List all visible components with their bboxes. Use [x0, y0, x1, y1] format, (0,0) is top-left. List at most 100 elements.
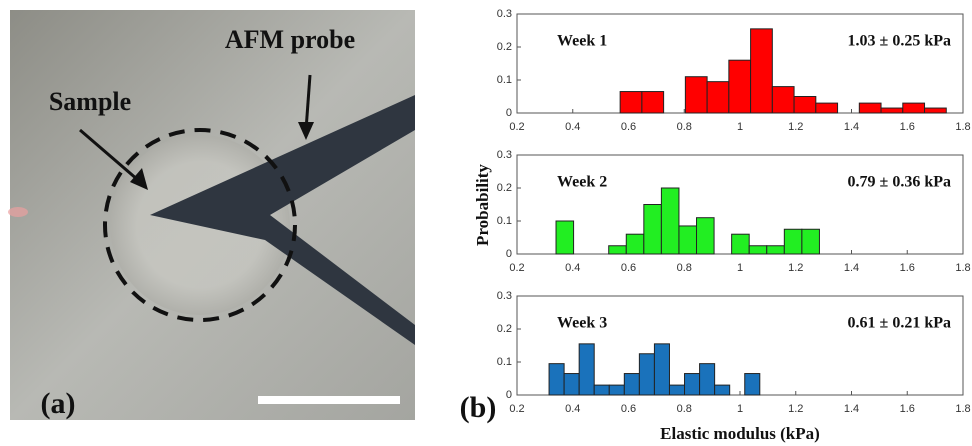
arrow [79, 128, 139, 182]
x-tick-label: 1.8 [955, 403, 970, 415]
scale-bar [258, 396, 400, 404]
probe [150, 95, 415, 345]
panel-label: (b) [460, 391, 497, 424]
y-axis-label: Probability [473, 164, 492, 246]
bar [668, 384, 686, 396]
bar [744, 373, 761, 396]
bar [619, 91, 643, 114]
x-tick-label: 0.2 [509, 403, 524, 415]
bar [714, 384, 731, 396]
chart-title: Week 3 [557, 315, 607, 332]
bar [684, 76, 708, 114]
x-tick-label: 0.4 [565, 403, 580, 415]
y-tick-label: 0.3 [497, 149, 512, 161]
bar [643, 204, 662, 255]
x-tick-label: 1.4 [844, 121, 859, 133]
annotation: 1.03 ± 0.25 kPa [848, 33, 951, 50]
y-tick-label: 0.2 [497, 41, 512, 53]
panel-label: (a) [41, 387, 76, 420]
x-tick-label: 0.8 [677, 262, 692, 274]
x-tick-label: 1.2 [788, 403, 803, 415]
y-tick-label: 0.3 [497, 8, 512, 20]
bar [783, 228, 803, 255]
bar [660, 187, 680, 255]
x-tick-label: 1.6 [900, 121, 915, 133]
bar [793, 96, 817, 114]
y-tick-label: 0.1 [497, 74, 512, 86]
bar [653, 343, 670, 396]
laser-spot [8, 207, 28, 217]
bar [815, 102, 839, 114]
bar [678, 225, 698, 255]
x-tick-label: 1.4 [844, 403, 859, 415]
bar [578, 343, 595, 396]
bar [858, 102, 882, 114]
x-tick-label: 1.6 [900, 403, 915, 415]
y-tick-label: 0 [506, 389, 512, 401]
x-tick-label: 0.6 [621, 262, 636, 274]
x-tick-label: 1.4 [844, 262, 859, 274]
x-tick-label: 0.2 [509, 262, 524, 274]
bar [748, 245, 768, 255]
photo: AFM probe Sample (a) [8, 10, 415, 420]
annotation: 0.79 ± 0.36 kPa [848, 174, 951, 191]
x-tick-label: 1 [737, 121, 743, 133]
x-tick-label: 0.4 [565, 262, 580, 274]
arrowhead [130, 168, 148, 190]
bar [924, 107, 947, 114]
bar [593, 384, 610, 396]
x-tick-label: 0.6 [621, 121, 636, 133]
bar [771, 86, 795, 114]
bar [706, 81, 730, 114]
x-tick-label: 1.8 [955, 121, 970, 133]
photo-label: AFM probe [225, 25, 355, 54]
annotation: 0.61 ± 0.21 kPa [848, 315, 951, 332]
bar [766, 245, 785, 255]
histogram-panel: 0 0.1 0.2 0.3 0.2 0.4 0.6 0.8 1 1.2 1.4 1.6 1.8 Week … [497, 290, 971, 415]
y-tick-label: 0 [506, 107, 512, 119]
x-tick-label: 1 [737, 262, 743, 274]
bar [801, 228, 820, 255]
x-tick-label: 1.8 [955, 262, 970, 274]
bar [563, 373, 580, 396]
dashed-circle [103, 128, 297, 322]
x-axis-label: Elastic modulus (kPa) [660, 424, 820, 443]
y-tick-label: 0.2 [497, 323, 512, 335]
bar [641, 91, 665, 114]
y-tick-label: 0.2 [497, 182, 512, 194]
bar [696, 217, 715, 255]
x-tick-label: 0.8 [677, 121, 692, 133]
bar [728, 59, 752, 114]
bar [902, 102, 926, 114]
x-tick-label: 0.4 [565, 121, 580, 133]
chart-title: Week 1 [557, 33, 607, 50]
x-tick-label: 1.6 [900, 262, 915, 274]
x-tick-label: 0.6 [621, 403, 636, 415]
y-tick-label: 0.1 [497, 215, 512, 227]
y-tick-label: 0 [506, 248, 512, 260]
x-tick-label: 1.2 [788, 262, 803, 274]
histogram-panel: 0 0.1 0.2 0.3 0.2 0.4 0.6 0.8 1 1.2 1.4 1.6 1.8 Week … [497, 149, 971, 274]
histogram-panel: 0 0.1 0.2 0.3 0.2 0.4 0.6 0.8 1 1.2 1.4 1.6 1.8 Week … [497, 8, 971, 133]
bar [608, 384, 625, 396]
x-tick-label: 1.2 [788, 121, 803, 133]
bar [625, 233, 645, 255]
bar [623, 373, 640, 396]
bar [608, 245, 627, 255]
x-tick-label: 0.8 [677, 403, 692, 415]
y-tick-label: 0.1 [497, 356, 512, 368]
bar [731, 233, 750, 255]
chart-title: Week 2 [557, 174, 607, 191]
bar [684, 373, 701, 396]
x-tick-label: 0.2 [509, 121, 524, 133]
photo-label: Sample [49, 87, 131, 116]
bar [548, 363, 565, 396]
arrow [304, 74, 312, 131]
y-tick-label: 0.3 [497, 290, 512, 302]
bar [699, 363, 716, 396]
arrowhead [298, 122, 314, 140]
bar [880, 107, 904, 114]
bar [750, 28, 773, 114]
bar [638, 353, 655, 396]
